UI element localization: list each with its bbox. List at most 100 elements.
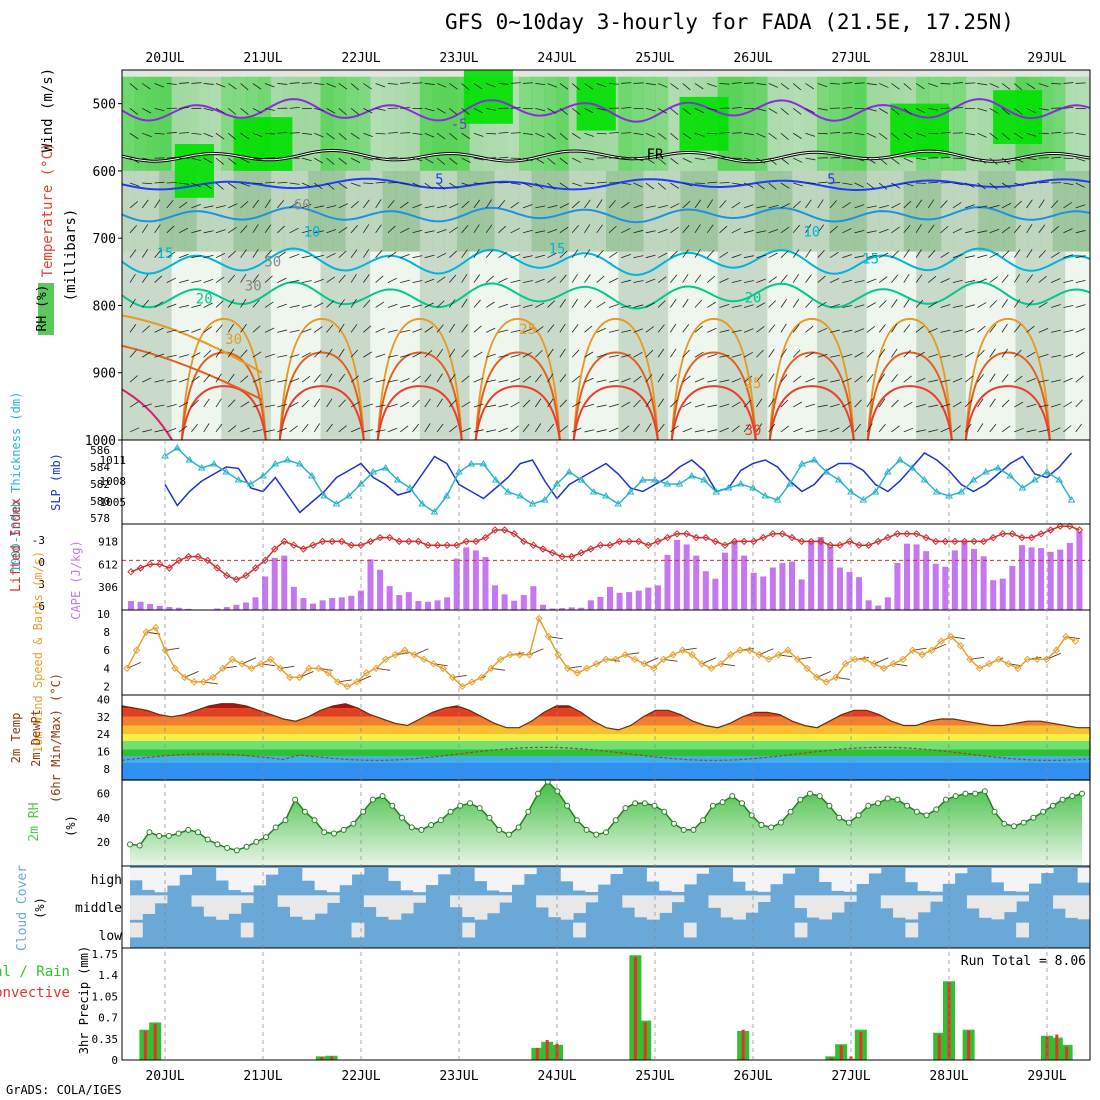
wind-barb xyxy=(510,305,521,308)
cape-bar xyxy=(1057,549,1064,610)
rh-line-point xyxy=(797,796,804,803)
wind-barb xyxy=(510,201,520,209)
wind-barb xyxy=(1050,252,1060,259)
wind-speed-line xyxy=(126,616,1076,688)
cloud-gap xyxy=(930,895,943,902)
wind-speed-line-point xyxy=(449,673,457,682)
wind-barb xyxy=(1026,157,1037,161)
wind-barb xyxy=(645,326,655,333)
wind-barb xyxy=(240,157,250,164)
cape-bar xyxy=(961,540,968,610)
wind-barb xyxy=(657,252,668,259)
wind-barb xyxy=(228,226,237,234)
wind-barb xyxy=(375,275,384,283)
wind-barb xyxy=(817,224,825,234)
wind-barb xyxy=(571,298,578,308)
wind-barb xyxy=(547,398,554,408)
wind-tick: 6 xyxy=(103,644,110,657)
wind-barb xyxy=(363,429,374,433)
wind-barb xyxy=(989,157,998,165)
rh-shade xyxy=(829,76,843,171)
wind-barb xyxy=(498,427,508,433)
wind-barb xyxy=(927,199,935,209)
wind-barb xyxy=(584,351,594,358)
wind-barb xyxy=(547,276,556,283)
wind-barb xyxy=(940,304,951,308)
wind-barb xyxy=(485,249,494,258)
wind-barb xyxy=(731,279,742,283)
wind-barb xyxy=(706,224,714,234)
wind-barb xyxy=(179,82,190,84)
wind-barb xyxy=(154,429,165,433)
rh-shade xyxy=(320,76,334,171)
contour-dome xyxy=(964,351,1051,441)
wind-barb xyxy=(780,399,789,408)
rh-shade xyxy=(463,70,513,124)
day-label-top: 27JUL xyxy=(831,51,870,66)
wind-barb xyxy=(313,423,320,433)
rh-shade xyxy=(916,170,930,252)
wind-barb xyxy=(215,398,222,408)
wind-barb xyxy=(952,228,963,234)
wind-barb xyxy=(179,329,189,333)
wind-barb xyxy=(129,324,137,333)
wind-barb xyxy=(940,403,951,408)
thickness-line-point xyxy=(393,476,402,483)
wind-barb xyxy=(412,82,423,84)
rh-shade xyxy=(519,76,533,171)
temp-band xyxy=(122,716,1090,726)
cloud-gap xyxy=(400,868,414,891)
precip-bar-convective xyxy=(643,1022,647,1060)
contour-dome xyxy=(572,317,659,441)
wind-barb xyxy=(989,423,997,433)
wind-barb xyxy=(780,83,790,90)
cloud-gap xyxy=(130,922,143,938)
wind-barb xyxy=(780,299,787,308)
thickness-line-point xyxy=(847,488,855,495)
rh-line-point xyxy=(535,790,541,797)
rh-shade xyxy=(742,76,756,171)
wind-barb xyxy=(313,374,321,383)
wind-barb xyxy=(768,373,775,383)
cloud-gap xyxy=(646,868,660,882)
wind-barb xyxy=(498,303,509,308)
rh-shade xyxy=(357,170,371,252)
wind-barb xyxy=(694,249,701,258)
wind-barb xyxy=(350,375,359,383)
wind-barb xyxy=(571,427,582,433)
wind-barb xyxy=(326,132,335,140)
rh-shade xyxy=(593,251,607,440)
rh-line-point xyxy=(845,819,852,826)
wind-barb xyxy=(547,83,557,88)
wind-barb xyxy=(203,350,212,358)
wind-barb xyxy=(670,83,679,90)
wind-barb xyxy=(571,273,578,283)
wind-barb xyxy=(129,375,138,383)
rh-shade xyxy=(146,170,160,252)
lifted-index-line-point xyxy=(903,530,911,538)
ylabel-rh: RH (%) xyxy=(35,285,50,332)
wind-barb xyxy=(805,403,816,408)
cape-bar xyxy=(281,555,288,610)
wind-barb xyxy=(866,157,876,164)
cloud-gap xyxy=(413,868,426,893)
wind-barb xyxy=(227,274,236,283)
lifted-index-line-point xyxy=(941,537,950,546)
wind-barb xyxy=(731,425,740,433)
thickness-line-point xyxy=(908,464,917,471)
wind-barb xyxy=(203,230,214,234)
wind-barb xyxy=(412,304,423,308)
wind-barb xyxy=(252,132,263,138)
wind-barb xyxy=(142,182,153,185)
wind-barb xyxy=(878,300,887,308)
wind-barb xyxy=(793,427,803,433)
cloud-gap xyxy=(733,895,746,920)
wind-barb xyxy=(191,82,202,84)
wind-speed-line-point xyxy=(238,660,246,668)
rh-legend-swatch xyxy=(38,283,54,335)
wind-barb xyxy=(608,303,619,308)
wind-barb xyxy=(252,325,261,333)
wind-barb xyxy=(682,375,691,383)
wind-barb xyxy=(657,157,667,165)
wind-barb xyxy=(891,425,900,433)
